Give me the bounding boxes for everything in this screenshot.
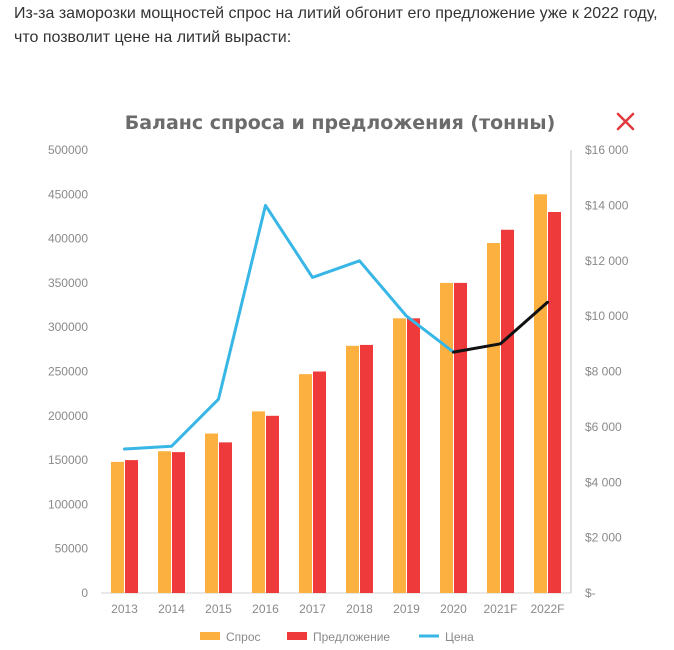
x-tick-label: 2022F [530, 602, 564, 616]
y-left-tick-label: 200000 [48, 409, 88, 423]
bar-supply [548, 212, 561, 593]
y-left-tick-label: 350000 [48, 276, 88, 290]
y-right-tick-label: $16 000 [585, 143, 629, 157]
y-right-tick-label: $6 000 [585, 420, 622, 434]
y-left-tick-label: 250000 [48, 365, 88, 379]
bars [111, 194, 561, 594]
forecast-line [452, 300, 549, 354]
x-tick-label: 2016 [252, 602, 279, 616]
bar-supply [501, 229, 514, 594]
y-left-tick-label: 50000 [55, 542, 89, 556]
y-left-tick-label: 100000 [48, 497, 88, 511]
lines [123, 203, 549, 451]
bar-demand [299, 374, 312, 593]
y-left-tick-label: 150000 [48, 453, 88, 467]
y-right-tick-label: $8 000 [585, 365, 622, 379]
bar-demand [393, 318, 406, 593]
chart-title: Баланс спроса и предложения (тонны) [125, 112, 556, 134]
x-tick-label: 2020 [440, 602, 467, 616]
y-left-tick-label: 450000 [48, 187, 88, 201]
bar-demand [158, 451, 171, 593]
legend-swatch [287, 632, 307, 640]
bar-demand [440, 282, 453, 593]
bar-demand [487, 243, 500, 593]
bar-demand [534, 194, 547, 594]
bar-supply [407, 318, 420, 593]
x-tick-label: 2014 [158, 602, 185, 616]
legend-label: Предложение [313, 630, 390, 644]
y-right-axis: $- $2 000 $4 000 $6 000 $8 000 $10 000 $12 000… [585, 143, 629, 600]
price-line [123, 203, 455, 451]
x-tick-label: 2013 [111, 602, 138, 616]
x-tick-label: 2017 [299, 602, 326, 616]
bar-supply [313, 371, 326, 593]
legend-label: Спрос [226, 630, 261, 644]
bar-demand [205, 433, 218, 593]
x-axis: 2013 2014 2015 2016 2017 2018 2019 2020 2021F 202… [111, 602, 564, 616]
y-right-tick-label: $- [585, 586, 596, 600]
y-right-tick-label: $12 000 [585, 254, 629, 268]
bar-demand [111, 461, 124, 593]
y-right-tick-label: $10 000 [585, 309, 629, 323]
y-right-tick-label: $14 000 [585, 198, 629, 212]
bar-demand [346, 345, 359, 593]
y-left-axis: 0 50000 100000 150000 200000 250000 300000 3500… [48, 143, 88, 600]
bar-supply [219, 442, 232, 593]
legend: Спрос Предложение Цена [200, 630, 474, 644]
x-tick-label: 2021F [483, 602, 517, 616]
x-tick-label: 2015 [205, 602, 232, 616]
bar-supply [266, 415, 279, 593]
bar-supply [454, 282, 467, 593]
bar-demand [252, 411, 265, 593]
legend-label: Цена [445, 630, 474, 644]
x-tick-label: 2018 [346, 602, 373, 616]
legend-swatch [200, 632, 220, 640]
intro-paragraph: Из-за заморозки мощностей спрос на литий… [14, 5, 658, 46]
x-tick-label: 2019 [393, 602, 420, 616]
y-right-tick-label: $2 000 [585, 531, 622, 545]
close-icon[interactable] [616, 112, 635, 131]
y-right-tick-label: $4 000 [585, 475, 622, 489]
bar-supply [360, 344, 373, 593]
y-left-tick-label: 0 [81, 586, 88, 600]
y-left-tick-label: 300000 [48, 320, 88, 334]
bar-supply [172, 452, 185, 593]
bar-supply [125, 460, 138, 593]
y-left-tick-label: 400000 [48, 232, 88, 246]
y-left-tick-label: 500000 [48, 143, 88, 157]
